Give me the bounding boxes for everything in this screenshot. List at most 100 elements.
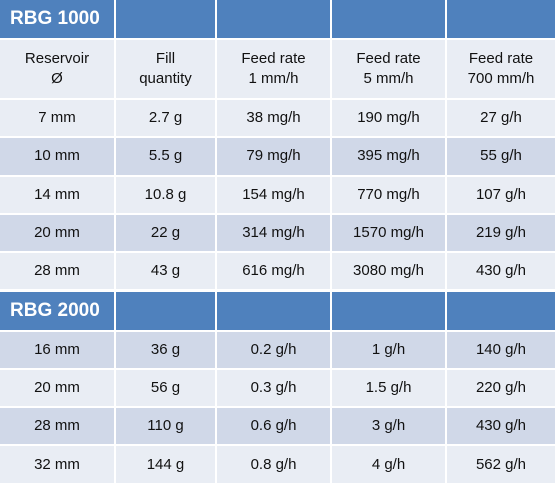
cell-text: 314 mg/h (242, 224, 305, 242)
column-header: Feed rate 5 mm/h (332, 40, 445, 98)
table-cell: 1.5 g/h (332, 369, 445, 407)
table-cell: 10 mm (0, 138, 114, 175)
table-cell: 32 mm (0, 446, 114, 483)
column-header: Feed rate 700 mm/h (447, 40, 555, 98)
cell-text: 0.2 g/h (250, 340, 297, 358)
cell-text: Fill (155, 50, 176, 67)
section-header: RBG 2000 (0, 291, 114, 330)
table-cell: 7 mm (0, 100, 114, 137)
table-cell: 1 g/h (332, 331, 445, 368)
cell-text: 55 g/h (480, 147, 522, 165)
cell-text: 3 g/h (371, 417, 406, 435)
table-cell: 0.3 g/h (217, 369, 330, 407)
section-header (116, 291, 215, 330)
table-cell: 562 g/h (447, 446, 555, 483)
cell-text: 616 mg/h (242, 262, 305, 280)
section-header (447, 0, 555, 38)
table-cell: 4 g/h (332, 446, 445, 483)
table-cell: 56 g (116, 369, 215, 407)
table-cell: 0.8 g/h (217, 446, 330, 483)
cell-text: 43 g (150, 262, 181, 280)
table-cell: 22 g (116, 214, 215, 252)
section-header (217, 291, 330, 330)
cell-text: Reservoir (24, 50, 90, 67)
cell-text: 154 mg/h (242, 185, 305, 203)
cell-text: 1 mm/h (248, 70, 299, 87)
table-cell: 10.8 g (116, 176, 215, 213)
table-cell: 5.5 g (116, 138, 215, 175)
column-header: Reservoir Ø (0, 40, 114, 98)
table-cell: 430 g/h (447, 253, 555, 290)
cell-text: 3080 mg/h (353, 262, 424, 280)
cell-text: 1.5 g/h (365, 378, 412, 396)
cell-text: 36 g (150, 340, 181, 358)
table-cell: 314 mg/h (217, 214, 330, 252)
cell-text: 144 g (146, 455, 185, 473)
table-cell: 616 mg/h (217, 253, 330, 290)
cell-text: 20 mm (34, 224, 80, 242)
cell-text: 1 g/h (371, 340, 406, 358)
cell-text: 430 g/h (475, 262, 527, 280)
table-cell: 20 mm (0, 369, 114, 407)
cell-text: 107 g/h (475, 185, 527, 203)
cell-text: 28 mm (34, 262, 80, 280)
cell-text: 38 mg/h (246, 109, 301, 127)
cell-text: 7 mm (38, 109, 76, 127)
table-cell: 220 g/h (447, 369, 555, 407)
cell-text: RBG 1000 (10, 8, 100, 29)
table-cell: 110 g (116, 408, 215, 445)
cell-text: 220 g/h (475, 378, 527, 396)
cell-text: 32 mm (34, 455, 80, 473)
section-header (332, 291, 445, 330)
cell-text: quantity (139, 70, 192, 87)
cell-text: 5.5 g (148, 147, 183, 165)
cell-text: 79 mg/h (246, 147, 301, 165)
cell-text: 27 g/h (480, 109, 522, 127)
cell-text: 10 mm (34, 147, 80, 165)
cell-text: 0.8 g/h (250, 455, 297, 473)
cell-text: Feed rate (468, 50, 534, 67)
table-cell: 219 g/h (447, 214, 555, 252)
cell-text: 110 g (147, 417, 184, 435)
table-cell: 38 mg/h (217, 100, 330, 137)
cell-text: 430 g/h (475, 417, 527, 435)
cell-text: 5 mm/h (363, 70, 414, 87)
section-header (447, 291, 555, 330)
cell-text: 190 mg/h (357, 109, 420, 127)
table-cell: 190 mg/h (332, 100, 445, 137)
cell-text: 16 mm (34, 340, 80, 358)
table-cell: 43 g (116, 253, 215, 290)
cell-text: Ø (51, 70, 63, 87)
table-cell: 28 mm (0, 253, 114, 290)
cell-text: 4 g/h (371, 455, 406, 473)
cell-text: 562 g/h (475, 455, 527, 473)
section-header (116, 0, 215, 38)
cell-text: 14 mm (34, 185, 80, 203)
column-header: Fill quantity (116, 40, 215, 98)
cell-text: 20 mm (34, 378, 80, 396)
table-cell: 27 g/h (447, 100, 555, 137)
cell-text: 395 mg/h (357, 147, 420, 165)
table-cell: 2.7 g (116, 100, 215, 137)
cell-text: 2.7 g (148, 109, 183, 127)
section-header (217, 0, 330, 38)
cell-text: 140 g/h (475, 340, 527, 358)
table-cell: 770 mg/h (332, 176, 445, 213)
cell-text: RBG 2000 (10, 299, 100, 321)
table-cell: 0.2 g/h (217, 331, 330, 368)
table-cell: 16 mm (0, 331, 114, 368)
cell-text: 219 g/h (475, 224, 527, 242)
cell-text: 22 g (150, 224, 181, 242)
cell-text: 0.3 g/h (250, 378, 297, 396)
table-cell: 107 g/h (447, 176, 555, 213)
table-cell: 3080 mg/h (332, 253, 445, 290)
cell-text: 1570 mg/h (353, 224, 424, 242)
table-cell: 55 g/h (447, 138, 555, 175)
table-cell: 0.6 g/h (217, 408, 330, 445)
table-cell: 3 g/h (332, 408, 445, 445)
cell-text: 56 g (150, 378, 181, 396)
table-cell: 36 g (116, 331, 215, 368)
table-cell: 28 mm (0, 408, 114, 445)
cell-text: 700 mm/h (467, 70, 535, 87)
